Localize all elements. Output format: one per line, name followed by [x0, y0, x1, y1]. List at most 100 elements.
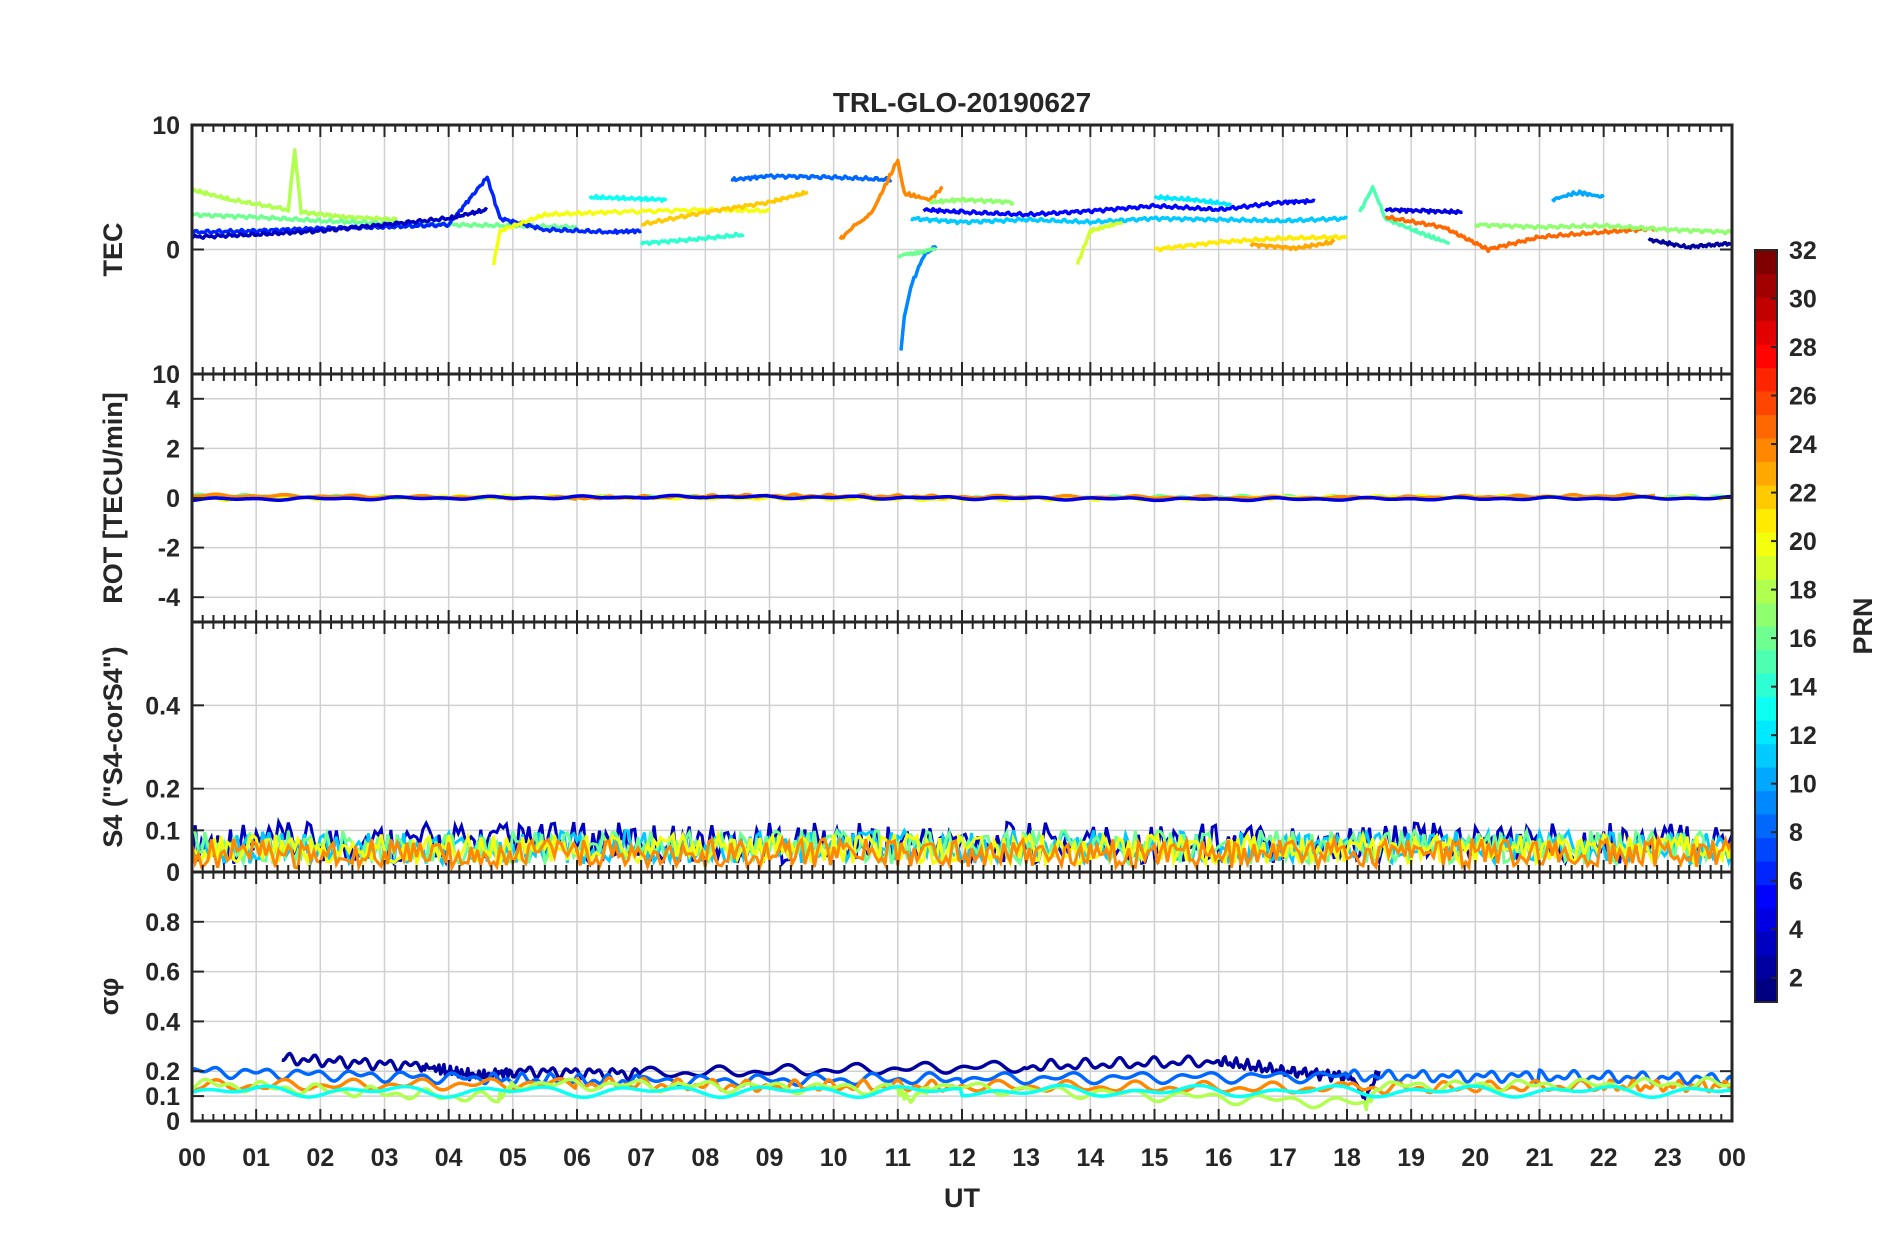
- series-line: [1473, 222, 1732, 236]
- colorbar-segment: [1755, 673, 1777, 698]
- panel-sigma: 0.8 0.6 0.4 0.20.10 σφ: [94, 870, 1734, 1136]
- series-line: [639, 231, 745, 247]
- x-tick-label: 12: [948, 1144, 976, 1172]
- series-line: [1384, 214, 1657, 254]
- colorbar-segment: [1755, 579, 1777, 604]
- y-tick-label: -2: [158, 535, 180, 563]
- chart-title: TRL-GLO-20190627: [833, 87, 1091, 118]
- x-tick-label: 05: [499, 1144, 527, 1172]
- colorbar-tick-label: 24: [1789, 431, 1817, 459]
- series-line: [192, 1083, 1732, 1100]
- colorbar-segment: [1755, 955, 1777, 980]
- x-axis-label: UT: [944, 1183, 980, 1213]
- x-tick-label: 08: [691, 1144, 719, 1172]
- series-line: [192, 493, 1732, 503]
- colorbar-tick-label: 14: [1789, 674, 1817, 702]
- x-tick-label: 14: [1076, 1144, 1104, 1172]
- series-line: [1550, 189, 1605, 203]
- y-axis-label: ROT [TECU/min]: [98, 392, 128, 603]
- colorbar-segment: [1755, 532, 1777, 557]
- x-tick-label: 17: [1269, 1144, 1297, 1172]
- x-tick-label: 18: [1333, 1144, 1361, 1172]
- y-tick-label: 0.6: [145, 959, 180, 987]
- y-tick-label: 0.4: [145, 1008, 180, 1036]
- series-line: [192, 1076, 1732, 1096]
- series-line: [588, 193, 667, 203]
- colorbar-segment: [1755, 602, 1777, 627]
- colorbar-segment: [1755, 814, 1777, 839]
- y-tick-label: 0.2: [145, 1058, 180, 1086]
- series-line: [1075, 220, 1124, 266]
- series-line: [910, 215, 1348, 226]
- series-line: [641, 189, 809, 227]
- x-tick-label: 20: [1461, 1144, 1489, 1172]
- x-tick-label: 16: [1205, 1144, 1233, 1172]
- y-tick-label: 10: [152, 112, 180, 140]
- x-axis: 00 01 02 03 04 05 06 07 08 09 10 11 12 13 14 15 16 17 18 19…: [178, 1144, 1746, 1172]
- x-tick-label: 04: [435, 1144, 463, 1172]
- series-line: [1153, 194, 1232, 208]
- x-tick-label: 01: [242, 1144, 270, 1172]
- series-line: [1647, 237, 1732, 250]
- colorbar-segment: [1755, 391, 1777, 416]
- colorbar-segment: [1755, 908, 1777, 933]
- colorbar-tick-label: 6: [1789, 868, 1803, 896]
- colorbar-tick-label: 30: [1789, 286, 1817, 314]
- colorbar-segment: [1755, 297, 1777, 322]
- colorbar-segment: [1755, 461, 1777, 486]
- series-line: [1249, 238, 1336, 252]
- x-tick-label: 13: [1012, 1144, 1040, 1172]
- colorbar-segment: [1755, 485, 1777, 510]
- colorbar-label: PRN: [1848, 597, 1878, 654]
- colorbar-segment: [1755, 884, 1777, 909]
- series-line: [1358, 185, 1450, 246]
- x-tick-label: 07: [627, 1144, 655, 1172]
- series-line: [192, 1065, 1732, 1089]
- x-tick-label: 00: [1718, 1144, 1746, 1172]
- colorbar-segment: [1755, 367, 1777, 392]
- y-tick-label: 0.8: [145, 909, 180, 937]
- colorbar-segment: [1755, 767, 1777, 792]
- y-tick-label: 0.4: [145, 692, 180, 720]
- colorbar-segment: [1755, 273, 1777, 298]
- x-tick-label: 22: [1590, 1144, 1618, 1172]
- series-line: [928, 196, 1015, 206]
- series-line: [896, 247, 937, 259]
- colorbar-segment: [1755, 931, 1777, 956]
- y-tick-label: 0: [166, 237, 180, 265]
- series-line: [1384, 207, 1463, 216]
- colorbar-tick-label: 18: [1789, 577, 1817, 605]
- colorbar-segment: [1755, 320, 1777, 345]
- x-tick-label: 10: [820, 1144, 848, 1172]
- y-tick-label: 0.1: [145, 817, 180, 845]
- series-line: [922, 198, 1316, 218]
- colorbar-tick-label: 20: [1789, 528, 1817, 556]
- colorbar-segment: [1755, 861, 1777, 886]
- x-tick-label: 03: [371, 1144, 399, 1172]
- x-tick-label: 15: [1141, 1144, 1169, 1172]
- colorbar-tick-label: 2: [1789, 965, 1803, 993]
- colorbar-segment: [1755, 743, 1777, 768]
- x-tick-label: 21: [1526, 1144, 1554, 1172]
- x-tick-label: 06: [563, 1144, 591, 1172]
- x-tick-label: 19: [1397, 1144, 1425, 1172]
- series-line: [192, 175, 643, 235]
- y-axis-label: σφ: [94, 978, 124, 1016]
- y-tick-label: -4: [158, 584, 180, 612]
- series-group: [192, 492, 1732, 503]
- colorbar-tick-label: 16: [1789, 625, 1817, 653]
- colorbar-segment: [1755, 626, 1777, 651]
- y-tick-label: 0: [166, 859, 180, 887]
- colorbar-tick-label: 26: [1789, 383, 1817, 411]
- colorbar-segment: [1755, 438, 1777, 463]
- series-line: [730, 173, 893, 183]
- colorbar-tick-label: 4: [1789, 916, 1803, 944]
- series-line: [192, 148, 399, 223]
- y-tick-label: 0: [166, 485, 180, 513]
- y-tick-label: 0.2: [145, 776, 180, 804]
- colorbar-frame: [1754, 249, 1778, 1003]
- series-group: [192, 1051, 1732, 1112]
